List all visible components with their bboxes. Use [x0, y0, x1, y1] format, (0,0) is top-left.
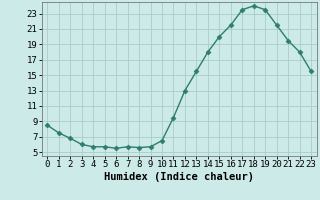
- X-axis label: Humidex (Indice chaleur): Humidex (Indice chaleur): [104, 172, 254, 182]
